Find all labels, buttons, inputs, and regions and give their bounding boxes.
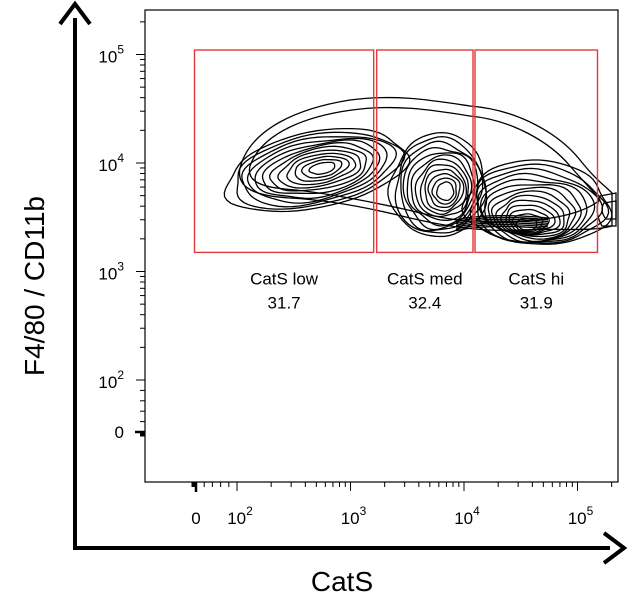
- contour-line: [469, 163, 610, 244]
- gate-percentage-label: 32.4: [408, 293, 441, 312]
- contour-line: [455, 214, 549, 221]
- gate-cats-hi: [474, 49, 599, 254]
- contour-line: [294, 155, 350, 182]
- y-axis-title: F4/80 / CD11b: [19, 196, 50, 376]
- contour-line: [400, 140, 484, 232]
- contour-line: [387, 131, 488, 238]
- gate-name-label: CatS med: [387, 269, 463, 288]
- axis-ticks: [135, 21, 613, 492]
- x-tick-label: 103: [341, 504, 367, 528]
- contour-line: [431, 177, 457, 205]
- contour-line: [461, 159, 613, 245]
- gate-cats-med: [375, 49, 474, 254]
- contour-line: [269, 145, 367, 192]
- contour-outer: [238, 96, 613, 232]
- contour-outer: [248, 106, 601, 224]
- contour-line: [490, 190, 571, 238]
- contour-line: [414, 158, 469, 218]
- contour-line: [261, 141, 375, 195]
- contour-line: [254, 139, 381, 200]
- contour-line: [476, 167, 604, 243]
- x-tick-label: 104: [454, 504, 480, 528]
- contour-line: [455, 222, 549, 228]
- contour-lines: [223, 96, 617, 245]
- gate-percentage-label: 31.7: [268, 293, 301, 312]
- contour-line: [455, 225, 549, 232]
- outer-axes: [58, 0, 628, 565]
- contour-line: [601, 200, 617, 220]
- contour-line: [500, 199, 561, 236]
- gate-percentage-label: 31.9: [520, 293, 553, 312]
- gate-labels: CatS low 31.7 CatS med 32.4 CatS hi 31.9: [250, 269, 564, 312]
- contour-line: [487, 186, 577, 240]
- contour-line: [394, 135, 487, 234]
- contour-line: [277, 149, 362, 189]
- y-tick-label: 102: [98, 368, 124, 392]
- contour-line: [484, 184, 582, 243]
- gate-cats-low: [193, 49, 375, 254]
- contour-line: [301, 158, 343, 179]
- contour-line: [402, 146, 479, 231]
- contour-line: [406, 152, 476, 227]
- contour-line: [455, 223, 549, 230]
- contour-line: [223, 127, 411, 213]
- contour-line: [477, 172, 596, 244]
- y-axis-arrowhead: [58, 0, 92, 26]
- contour-line: [427, 172, 461, 209]
- contour-line: [286, 152, 357, 186]
- y-tick-label: 104: [98, 151, 124, 175]
- contour-line: [246, 137, 388, 204]
- contour-line: [236, 131, 406, 210]
- contour-line: [436, 181, 455, 202]
- plot-frame: [144, 9, 619, 483]
- x-tick-label: 0: [191, 509, 200, 528]
- contour-line: [419, 164, 467, 216]
- contour-line: [455, 220, 549, 227]
- y-tick-label: 103: [98, 260, 124, 284]
- x-axis-arrowhead: [602, 531, 628, 565]
- contour-line: [308, 161, 336, 175]
- contour-line: [495, 194, 565, 236]
- y-tick-label: 105: [98, 43, 124, 67]
- x-axis-title: CatS: [311, 566, 373, 597]
- contour-line: [455, 218, 549, 225]
- contour-line: [480, 178, 588, 244]
- contour-line: [505, 204, 556, 235]
- axis-tick-labels: 0 102 103 104 105 0 102 103 104 105: [98, 43, 593, 529]
- x-tick-label: 105: [568, 504, 594, 528]
- y-tick-label: 0: [115, 423, 124, 442]
- gate-name-label: CatS low: [250, 269, 319, 288]
- gates: [193, 49, 599, 254]
- contour-line: [424, 168, 465, 212]
- contour-line: [455, 216, 549, 223]
- gate-name-label: CatS hi: [508, 269, 564, 288]
- contour-line: [508, 208, 550, 234]
- x-tick-label: 102: [227, 504, 253, 528]
